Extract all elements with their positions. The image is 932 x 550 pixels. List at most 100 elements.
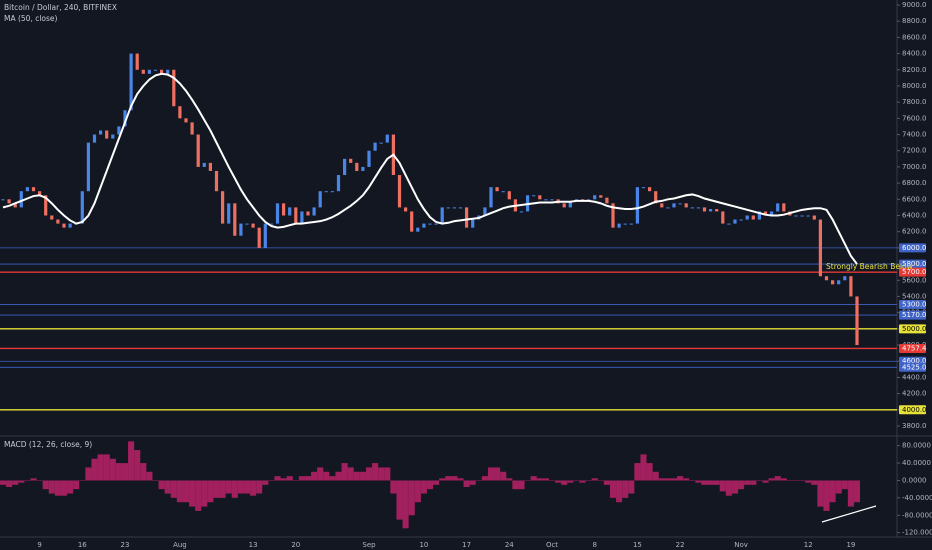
candle <box>709 209 713 212</box>
y-tick-label: -120.0000 <box>902 529 932 537</box>
x-tick-label: Sep <box>362 541 376 549</box>
histogram-bar <box>634 463 641 481</box>
candle <box>263 223 267 248</box>
candle <box>208 162 212 171</box>
candle <box>532 195 536 197</box>
y-tick-label: 7600.0 <box>902 114 927 122</box>
candle <box>25 187 29 192</box>
candle <box>166 69 170 74</box>
histogram-bar <box>573 480 580 481</box>
candle <box>239 223 243 236</box>
histogram-bar <box>451 476 458 481</box>
histogram-bar <box>128 441 135 481</box>
y-tick-label: 6400.0 <box>902 212 927 220</box>
x-tick-label: 8 <box>592 541 596 549</box>
histogram-bar <box>396 480 403 520</box>
histogram-bar <box>73 480 80 490</box>
histogram-bar <box>780 478 787 481</box>
y-tick-label: 4400.0 <box>902 373 927 381</box>
candle <box>50 215 54 220</box>
x-tick-label: Oct <box>546 541 558 549</box>
candle <box>727 223 731 225</box>
candle <box>62 223 66 228</box>
candle <box>605 197 609 204</box>
histogram-bar <box>841 480 848 490</box>
x-tick-label: 13 <box>249 541 258 549</box>
histogram-bar <box>603 480 610 485</box>
histogram-bar <box>60 480 68 496</box>
candle <box>519 211 524 213</box>
y-tick-label: 7200.0 <box>902 147 927 155</box>
histogram-bar <box>146 471 153 481</box>
candle <box>56 219 60 224</box>
histogram-bar <box>494 467 501 481</box>
histogram-bar <box>12 480 19 485</box>
histogram-bar <box>335 471 342 481</box>
level-label: 5700.0 <box>902 268 927 276</box>
candle <box>831 280 835 285</box>
candle <box>599 195 603 198</box>
candle <box>257 227 261 248</box>
candle <box>379 142 383 144</box>
histogram-bar <box>42 480 49 490</box>
candle <box>123 110 127 127</box>
candle <box>824 276 829 281</box>
candle <box>837 280 841 285</box>
histogram-bar <box>481 476 488 481</box>
histogram-bar <box>48 480 55 494</box>
histogram-bar <box>268 480 275 481</box>
histogram-bar <box>317 467 324 481</box>
x-tick-label: 15 <box>633 541 642 549</box>
candle <box>7 199 11 204</box>
histogram-bar <box>274 476 281 481</box>
histogram-bar <box>414 480 421 503</box>
candle <box>593 195 597 200</box>
histogram-bar <box>439 478 446 481</box>
histogram-bar <box>853 480 861 503</box>
histogram-bar <box>744 480 751 485</box>
candle <box>501 191 505 193</box>
candle <box>44 195 48 216</box>
histogram-bar <box>713 480 720 485</box>
histogram-bar <box>353 471 360 481</box>
candle <box>135 53 139 70</box>
candle <box>31 187 36 192</box>
candle <box>202 162 206 167</box>
histogram-bar <box>823 480 830 511</box>
candle <box>507 191 511 200</box>
candle <box>538 195 542 200</box>
x-tick-label: 16 <box>78 541 87 549</box>
candle <box>611 203 615 228</box>
y-tick-label: -40.0000 <box>902 494 932 502</box>
x-tick-label: 10 <box>419 541 428 549</box>
histogram-bar <box>115 463 122 481</box>
histogram-bar <box>445 476 452 481</box>
histogram-bar <box>250 480 257 496</box>
histogram-bar <box>500 471 507 481</box>
histogram-bar <box>225 480 232 494</box>
y-tick-label: -80.0000 <box>902 511 932 519</box>
macd-title: MACD (12, 26, close, 9) <box>4 440 92 449</box>
x-tick-label: Nov <box>734 541 748 549</box>
candle <box>849 276 853 297</box>
candle <box>434 223 438 225</box>
histogram-bar <box>109 458 116 481</box>
candle <box>318 191 322 208</box>
candle <box>763 211 768 216</box>
candle <box>684 203 688 208</box>
level-label-box <box>899 243 926 253</box>
histogram-bar <box>152 480 159 481</box>
candle <box>1 199 5 201</box>
x-tick-label: Aug <box>173 541 187 549</box>
histogram-bar <box>597 480 604 481</box>
candle <box>288 207 292 216</box>
histogram-bar <box>475 480 482 481</box>
candle <box>757 211 761 220</box>
histogram-bar <box>262 480 269 485</box>
candle <box>550 199 554 201</box>
candle <box>568 200 572 208</box>
level-label: 4757.4 <box>902 344 927 352</box>
candle <box>751 215 755 220</box>
histogram-bar <box>384 467 391 481</box>
candle <box>641 187 646 189</box>
